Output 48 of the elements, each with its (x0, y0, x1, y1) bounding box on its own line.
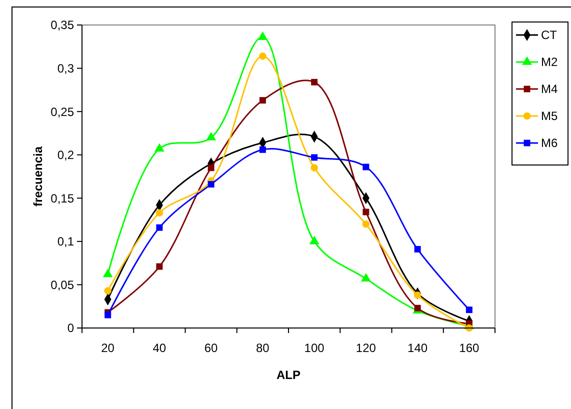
point (206, 132, 216, 140)
point (259, 146, 266, 153)
y-tick-label: 0,15 (50, 191, 74, 206)
y-tick-label: 0,35 (50, 18, 74, 32)
legend-label: M5 (541, 109, 558, 124)
point (311, 154, 318, 161)
point (104, 312, 112, 318)
x-tick-label: 80 (256, 341, 270, 355)
point (361, 272, 371, 282)
point (208, 181, 214, 188)
point (156, 263, 163, 270)
point (362, 208, 370, 216)
legend-label: M2 (541, 55, 558, 70)
x-tick-label: 60 (204, 341, 218, 355)
x-tick-label: 140 (408, 341, 428, 355)
point (259, 52, 266, 60)
x-tick-label: 20 (101, 341, 115, 355)
x-tick-label: 120 (356, 341, 376, 355)
point (259, 97, 266, 104)
x-tick-label: 100 (304, 341, 325, 355)
legend-label: CT (541, 28, 558, 42)
point (104, 287, 112, 294)
point (362, 220, 370, 228)
point (414, 291, 422, 299)
point (310, 164, 318, 172)
point (466, 306, 472, 314)
x-tick-label: 40 (152, 341, 166, 355)
point (156, 224, 163, 231)
y-tick-label: 0,1 (57, 234, 74, 249)
x-axis-title: ALP (276, 368, 300, 382)
x-tick-label: 160 (459, 341, 480, 355)
point (102, 268, 113, 278)
point (154, 143, 164, 152)
point (414, 304, 421, 312)
point (362, 164, 370, 170)
y-tick-label: 0,3 (57, 61, 74, 76)
legend-label: M4 (541, 82, 558, 96)
y-tick-label: 0,05 (50, 278, 74, 292)
point (311, 78, 318, 86)
y-tick-label: 0,2 (57, 148, 74, 162)
point (156, 209, 164, 217)
point (208, 164, 214, 172)
legend-label: M6 (541, 136, 558, 150)
y-tick-label: 0 (67, 321, 74, 336)
y-axis-title: frecuencia (31, 146, 45, 207)
point (309, 236, 320, 244)
y-tick-label: 0,25 (50, 104, 74, 119)
point (414, 246, 421, 252)
